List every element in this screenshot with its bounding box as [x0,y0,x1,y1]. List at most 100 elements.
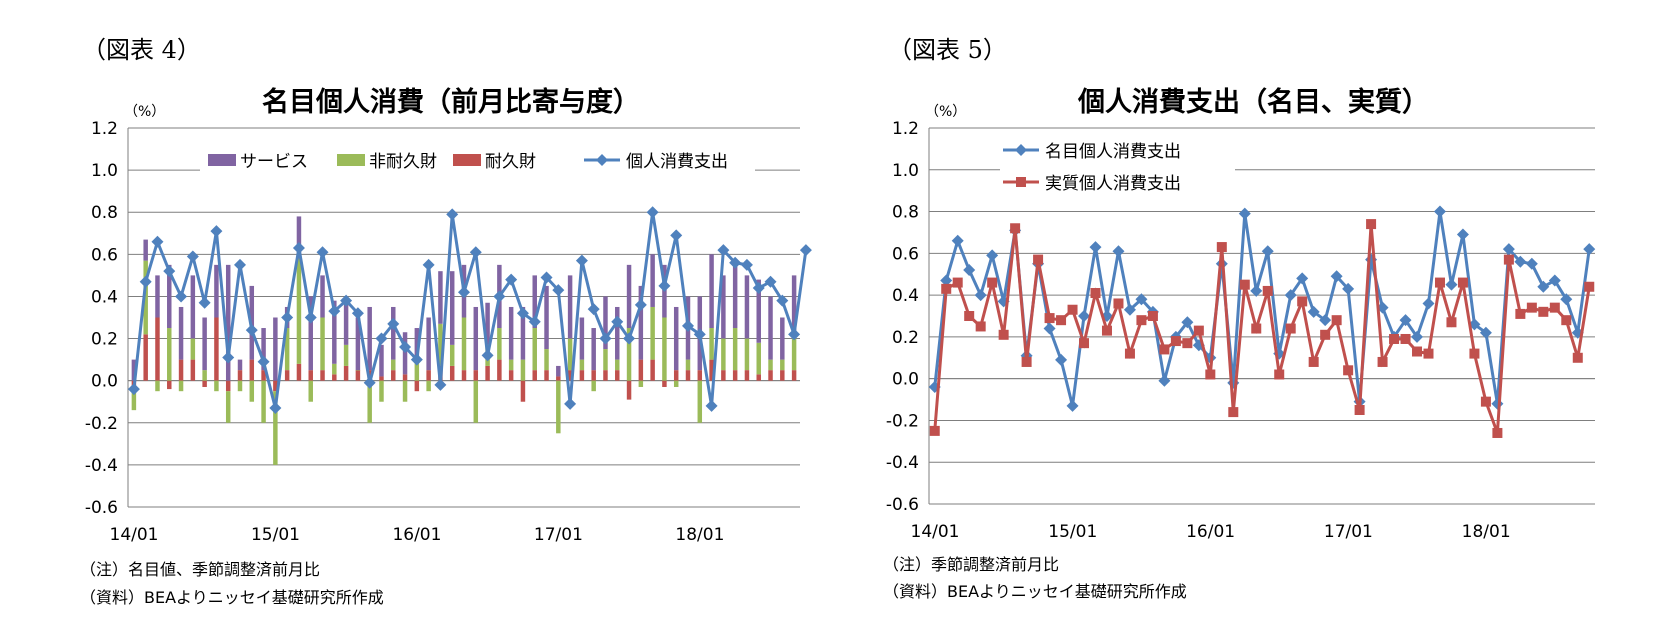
bar-segment-durable [426,370,431,381]
total-pce-point [257,355,270,368]
bar-segment-nondurable [768,359,773,371]
total-pce-point [540,271,553,284]
bar-segment-durable [190,359,196,381]
bar-segment-services [296,216,302,259]
note-left: （注）名目値、季節調整済前月比 [80,560,321,579]
nominal-point [986,249,999,262]
total-pce-point [163,265,176,278]
bar-segment-durable [343,365,349,381]
real-point [1297,296,1308,307]
total-pce-point [623,332,636,345]
total-pce-point [469,246,482,259]
real-point [929,425,940,436]
nominal-point [963,264,976,277]
bar-segment-nondurable [167,328,172,381]
total-pce-point [210,225,223,238]
bar-segment-nondurable [791,338,797,371]
left-x-tick-label: 18/01 [675,525,724,545]
bar-segment-durable [155,317,160,381]
bar-segment-durable [273,380,278,392]
bar-segment-services [673,306,679,371]
nominal-point [1135,293,1148,306]
total-pce-point [127,383,140,396]
bar-segment-durable [685,370,691,381]
left-legend-swatch [337,154,365,166]
bar-segment-durable [485,365,490,381]
real-point [1147,311,1158,321]
bar-segment-durable [591,370,596,381]
bar-segment-services [202,317,207,371]
real-point [1308,356,1319,367]
bar-segment-durable [202,380,207,387]
nominal-point [1043,322,1056,335]
total-pce-point [752,282,765,295]
real-point [1584,281,1595,292]
left-x-tick-label: 15/01 [251,525,300,545]
total-pce-point [175,290,188,303]
total-pce-point [422,258,435,271]
real-point [1159,344,1170,355]
bar-segment-nondurable [744,338,750,371]
bar-segment-durable [732,370,738,381]
left-x-tick-label: 17/01 [534,525,583,545]
real-point [1457,277,1468,288]
total-pce-point [328,305,341,318]
real-point [1549,302,1560,313]
real-point [1538,306,1549,317]
chart-title-consumption-contribution: 名目個人消費（前月比寄与度） [262,87,640,118]
total-pce-point [552,284,565,297]
bar-segment-durable [603,370,608,381]
bar-segment-durable [332,374,337,381]
bar-segment-durable [579,370,585,381]
total-pce-point [198,296,211,309]
nominal-point [1537,280,1550,293]
nominal-point [1089,241,1102,254]
bar-segment-durable [673,370,679,381]
bar-segment-nondurable [202,370,207,381]
bar-segment-services [379,344,384,377]
total-pce-point [493,290,506,303]
figure-label-4: （図表 4） [82,36,201,64]
bar-segment-nondurable [579,359,585,371]
bar-segment-nondurable [343,344,349,366]
bar-segment-nondurable [131,389,137,411]
bar-segment-nondurable [249,380,255,402]
bar-segment-nondurable [332,363,337,375]
total-pce-point [269,402,282,415]
real-point [1515,308,1526,319]
bar-segment-durable [650,359,655,381]
total-pce-point [340,294,353,307]
bar-segment-nondurable [308,380,313,402]
total-pce-point [351,307,364,320]
total-pce-point [186,250,199,263]
real-point [1079,338,1090,349]
total-pce-point [304,311,317,324]
bar-segment-durable [249,359,255,381]
bar-segment-durable [544,370,549,381]
left-legend-label: 個人消費支出 [626,152,728,172]
bar-segment-nondurable [473,380,479,423]
bar-segment-nondurable [225,391,231,423]
real-point [1182,338,1193,349]
real-point [1056,315,1067,326]
total-pce-point [705,399,718,412]
total-pce-point [151,235,164,248]
real-point [1285,323,1296,334]
bar-segment-durable [556,376,561,381]
bar-segment-services [167,264,172,329]
bar-segment-services [603,296,608,350]
bar-segment-nondurable [650,306,655,360]
right-unit-label: （%） [925,104,966,120]
source-left: （資料）BEAよりニッセイ基礎研究所作成 [80,588,384,607]
bar-segment-nondurable [391,359,396,371]
left-legend-swatch [453,154,481,166]
bar-segment-nondurable [273,391,278,465]
real-point [1354,405,1365,415]
bar-segment-durable [178,359,184,381]
left-x-tick-label: 14/01 [110,525,159,545]
real-point [1101,325,1112,336]
bar-segment-services [308,296,313,371]
bar-segment-durable [780,370,785,381]
bar-segment-nondurable [296,258,302,364]
